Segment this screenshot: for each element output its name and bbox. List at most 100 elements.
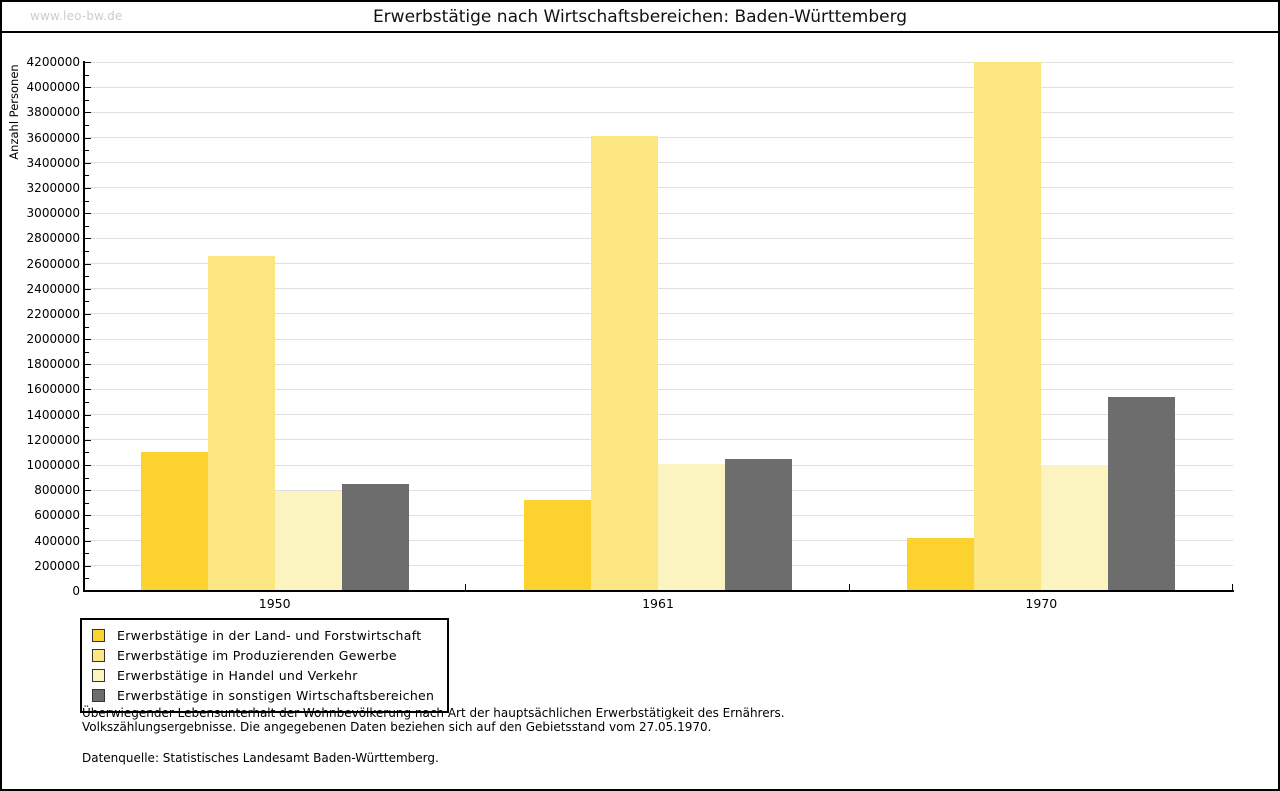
y-minor-tick <box>85 301 89 303</box>
y-tick-label: 200000 <box>34 558 80 573</box>
y-tick-label: 600000 <box>34 508 80 523</box>
y-major-tick <box>85 389 91 391</box>
gridline <box>85 313 1233 315</box>
bar-1970-series4 <box>1108 397 1176 591</box>
footnote: Überwiegender Lebensunterhalt der Wohnbe… <box>82 706 785 734</box>
footnote-line-2: Volkszählungsergebnisse. Die angegebenen… <box>82 719 712 734</box>
legend-item: Erwerbstätige in der Land- und Forstwirt… <box>90 625 439 645</box>
y-tick-label: 2800000 <box>26 231 80 246</box>
x-tick-label: 1961 <box>642 596 674 611</box>
y-tick-label: 3400000 <box>26 155 80 170</box>
y-minor-tick <box>85 225 89 227</box>
y-major-tick <box>85 339 91 341</box>
page-title: Erwerbstätige nach Wirtschaftsbereichen:… <box>372 7 908 27</box>
y-minor-tick <box>85 124 89 126</box>
y-minor-tick <box>85 452 89 454</box>
y-major-tick <box>85 87 91 89</box>
gridline <box>85 388 1233 390</box>
y-minor-tick <box>85 175 89 177</box>
gridline <box>85 237 1233 239</box>
y-minor-tick <box>85 376 89 378</box>
y-tick-label: 2400000 <box>26 281 80 296</box>
bar-1950-series3 <box>274 491 342 591</box>
gridline <box>85 187 1233 189</box>
legend-label: Erwerbstätige in Handel und Verkehr <box>117 667 358 683</box>
y-major-tick <box>85 187 91 189</box>
y-minor-tick <box>85 502 89 504</box>
x-boundary-tick <box>1232 584 1233 591</box>
y-major-tick <box>85 238 91 240</box>
y-major-tick <box>85 112 91 114</box>
gridline <box>85 61 1233 63</box>
y-major-tick <box>85 364 91 366</box>
y-major-tick <box>85 591 91 592</box>
gridline <box>85 439 1233 441</box>
y-major-tick <box>85 313 91 315</box>
y-major-tick <box>85 515 91 517</box>
x-tick-label: 1970 <box>1025 596 1058 611</box>
y-tick-label: 1800000 <box>26 357 80 372</box>
y-minor-tick <box>85 276 89 278</box>
legend-item: Erwerbstätige im Produzierenden Gewerbe <box>90 645 439 665</box>
y-tick-label: 2600000 <box>26 256 80 271</box>
y-minor-tick <box>85 427 89 429</box>
source-note: Datenquelle: Statistisches Landesamt Bad… <box>82 751 439 765</box>
legend-label: Erwerbstätige im Produzierenden Gewerbe <box>117 647 397 663</box>
y-tick-label: 3800000 <box>26 105 80 120</box>
bar-1970-series3 <box>1041 465 1109 591</box>
bar-1970-series2 <box>974 62 1042 591</box>
bar-1950-series2 <box>207 255 275 591</box>
y-major-tick <box>85 414 91 416</box>
gridline <box>85 414 1233 416</box>
y-tick-label: 1200000 <box>26 432 80 447</box>
y-axis-spine <box>83 61 85 592</box>
y-major-tick <box>85 162 91 164</box>
gridline <box>85 111 1233 113</box>
bar-1970-series1 <box>907 538 975 591</box>
y-tick-label: 3000000 <box>26 206 80 221</box>
y-major-tick <box>85 540 91 542</box>
y-minor-tick <box>85 578 89 580</box>
gridline <box>85 86 1233 88</box>
y-major-tick <box>85 565 91 567</box>
legend-swatch <box>92 628 105 642</box>
gridline <box>85 212 1233 214</box>
y-minor-tick <box>85 150 89 152</box>
y-tick-label: 1000000 <box>26 458 80 473</box>
y-tick-label: 400000 <box>34 533 80 548</box>
gridline <box>85 137 1233 139</box>
y-major-tick <box>85 62 91 63</box>
legend-swatch <box>92 668 105 682</box>
y-tick-label: 0 <box>72 584 80 598</box>
y-minor-tick <box>85 200 89 202</box>
y-minor-tick <box>85 326 89 328</box>
y-tick-label: 3200000 <box>26 180 80 195</box>
bar-1950-series4 <box>341 483 409 591</box>
legend-box: Erwerbstätige in der Land- und Forstwirt… <box>80 618 449 713</box>
bar-1950-series1 <box>140 452 208 591</box>
y-minor-tick <box>85 402 89 404</box>
y-major-tick <box>85 465 91 467</box>
y-tick-label: 800000 <box>34 483 80 498</box>
y-major-tick <box>85 213 91 215</box>
footnote-line-1: Überwiegender Lebensunterhalt der Wohnbe… <box>82 706 785 720</box>
y-tick-label: 2200000 <box>26 306 80 321</box>
y-tick-label: 2000000 <box>26 332 80 347</box>
y-minor-tick <box>85 250 89 252</box>
legend-label: Erwerbstätige in sonstigen Wirtschaftsbe… <box>117 687 435 703</box>
y-major-tick <box>85 439 91 441</box>
y-tick-label: 1400000 <box>26 407 80 422</box>
y-tick-label: 3600000 <box>26 130 80 145</box>
gridline <box>85 288 1233 290</box>
legend-item: Erwerbstätige in sonstigen Wirtschaftsbe… <box>90 685 439 705</box>
y-tick-label: 1600000 <box>26 382 80 397</box>
bar-1961-series4 <box>725 458 792 591</box>
bar-1961-series1 <box>524 500 591 591</box>
x-boundary-tick <box>465 584 467 591</box>
legend-swatch <box>92 688 105 702</box>
x-axis-line <box>83 590 1234 592</box>
gridline <box>85 338 1233 340</box>
header-divider <box>2 31 1278 33</box>
y-major-tick <box>85 263 91 265</box>
gridline <box>85 363 1233 365</box>
